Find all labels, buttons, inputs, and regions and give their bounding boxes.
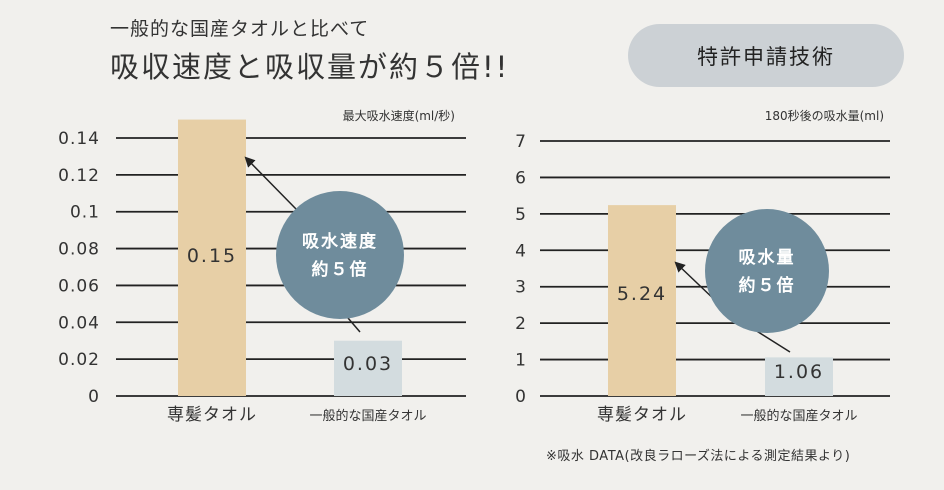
callout-text-line1: 吸水量 — [739, 247, 796, 268]
callout-text-line2: 約５倍 — [312, 259, 369, 280]
y-tick-label: 0.04 — [58, 313, 100, 333]
category-label: 一般的な国産タオル — [309, 408, 426, 424]
callout-connector — [347, 317, 361, 333]
y-axis-unit-label: 最大吸水速度(ml/秒) — [343, 108, 455, 123]
y-tick-label: 0 — [88, 387, 100, 407]
y-tick-label: 6 — [515, 168, 527, 188]
y-tick-label: 0.02 — [58, 350, 100, 370]
y-tick-label: 0.14 — [58, 129, 100, 149]
callout-arrow — [244, 156, 298, 211]
callout-text-line1: 吸水速度 — [302, 231, 378, 252]
callout-text-line2: 約５倍 — [739, 275, 796, 296]
bar — [608, 205, 676, 396]
bar-value-label: 0.03 — [343, 353, 393, 375]
callout-circle — [705, 209, 829, 333]
category-label: 専髪タオル — [597, 405, 687, 425]
y-tick-label: 4 — [515, 241, 527, 261]
y-tick-label: 5 — [515, 205, 527, 225]
category-label: 専髪タオル — [167, 405, 257, 425]
callout-connector — [754, 329, 791, 353]
bar-value-label: 0.15 — [187, 245, 237, 267]
y-tick-label: 0.08 — [58, 240, 100, 260]
bar — [178, 119, 246, 397]
patent-badge-label: 特許申請技術 — [697, 44, 835, 69]
y-tick-label: 0 — [515, 387, 527, 407]
patent-badge: 特許申請技術 — [628, 24, 904, 87]
y-tick-label: 1 — [515, 351, 527, 371]
bar — [334, 340, 402, 396]
y-tick-label: 2 — [515, 314, 527, 334]
y-tick-label: 0.12 — [58, 166, 100, 186]
footnote: ※吸水 DATA(改良ラローズ法による測定結果より) — [546, 449, 851, 464]
bar-value-label: 1.06 — [774, 361, 824, 383]
y-tick-label: 3 — [515, 278, 527, 298]
y-tick-label: 0.06 — [58, 276, 100, 296]
category-label: 一般的な国産タオル — [740, 408, 857, 424]
callout-circle — [276, 191, 404, 319]
header-title: 吸収速度と吸収量が約５倍!! — [110, 50, 510, 84]
y-tick-label: 7 — [515, 132, 527, 152]
bar — [765, 357, 833, 396]
y-axis-unit-label: 180秒後の吸水量(ml) — [765, 109, 884, 123]
header-subtitle: 一般的な国産タオルと比べて — [110, 18, 370, 40]
bar-value-label: 5.24 — [617, 283, 667, 305]
y-tick-label: 0.1 — [70, 203, 100, 223]
